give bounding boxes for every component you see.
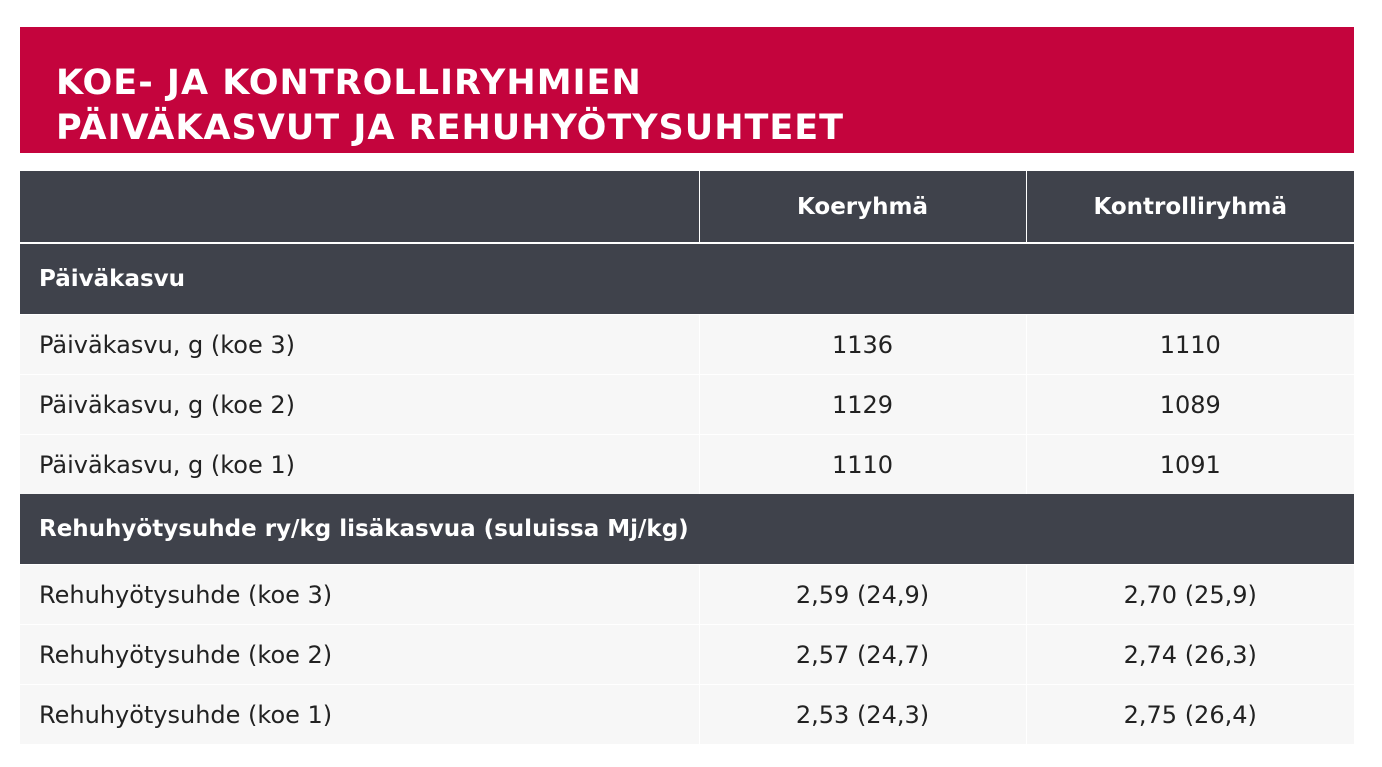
section-heading-row: Päiväkasvu [20, 243, 1354, 315]
koeryhma-value: 1136 [698, 314, 1026, 375]
data-table: Koeryhmä Kontrolliryhmä Päiväkasvu Päivä… [20, 171, 1354, 744]
table-row: Rehuhyötysuhde (koe 3) 2,59 (24,9) 2,70 … [20, 564, 1354, 625]
koeryhma-value: 2,59 (24,9) [698, 564, 1026, 625]
title-line-1: KOE- JA KONTROLLIRYHMIEN [56, 63, 642, 103]
row-label: Päiväkasvu, g (koe 2) [20, 374, 699, 435]
row-label: Päiväkasvu, g (koe 1) [20, 434, 699, 494]
section-heading: Päiväkasvu [20, 243, 1354, 315]
table-row: Rehuhyötysuhde (koe 1) 2,53 (24,3) 2,75 … [20, 684, 1354, 744]
section-heading-row: Rehuhyötysuhde ry/kg lisäkasvua (suluiss… [20, 494, 1354, 565]
koeryhma-value: 1129 [698, 374, 1026, 435]
kontrolliryhma-value: 2,75 (26,4) [1025, 684, 1354, 744]
kontrolliryhma-value: 2,70 (25,9) [1025, 564, 1354, 625]
row-label: Rehuhyötysuhde (koe 3) [20, 564, 699, 625]
row-label: Rehuhyötysuhde (koe 2) [20, 624, 699, 685]
table-row: Päiväkasvu, g (koe 3) 1136 1110 [20, 314, 1354, 375]
row-label: Rehuhyötysuhde (koe 1) [20, 684, 699, 744]
kontrolliryhma-value: 1089 [1025, 374, 1354, 435]
koeryhma-value: 2,53 (24,3) [698, 684, 1026, 744]
koeryhma-value: 2,57 (24,7) [698, 624, 1026, 685]
table-row: Rehuhyötysuhde (koe 2) 2,57 (24,7) 2,74 … [20, 624, 1354, 685]
kontrolliryhma-value: 1110 [1025, 314, 1354, 375]
column-header-koeryhma: Koeryhmä [698, 171, 1026, 243]
table-row: Päiväkasvu, g (koe 2) 1129 1089 [20, 374, 1354, 435]
title-line-2: PÄIVÄKASVUT JA REHUHYÖTYSUHTEET [56, 108, 845, 148]
title-banner: KOE- JA KONTROLLIRYHMIEN PÄIVÄKASVUT JA … [20, 27, 1354, 153]
column-header-label [20, 171, 699, 243]
row-label: Päiväkasvu, g (koe 3) [20, 314, 699, 375]
kontrolliryhma-value: 1091 [1025, 434, 1354, 494]
koeryhma-value: 1110 [698, 434, 1026, 494]
section-heading: Rehuhyötysuhde ry/kg lisäkasvua (suluiss… [20, 494, 1354, 565]
kontrolliryhma-value: 2,74 (26,3) [1025, 624, 1354, 685]
header-row: Koeryhmä Kontrolliryhmä [20, 171, 1354, 243]
column-header-kontrolliryhma: Kontrolliryhmä [1025, 171, 1354, 243]
table-row: Päiväkasvu, g (koe 1) 1110 1091 [20, 434, 1354, 494]
